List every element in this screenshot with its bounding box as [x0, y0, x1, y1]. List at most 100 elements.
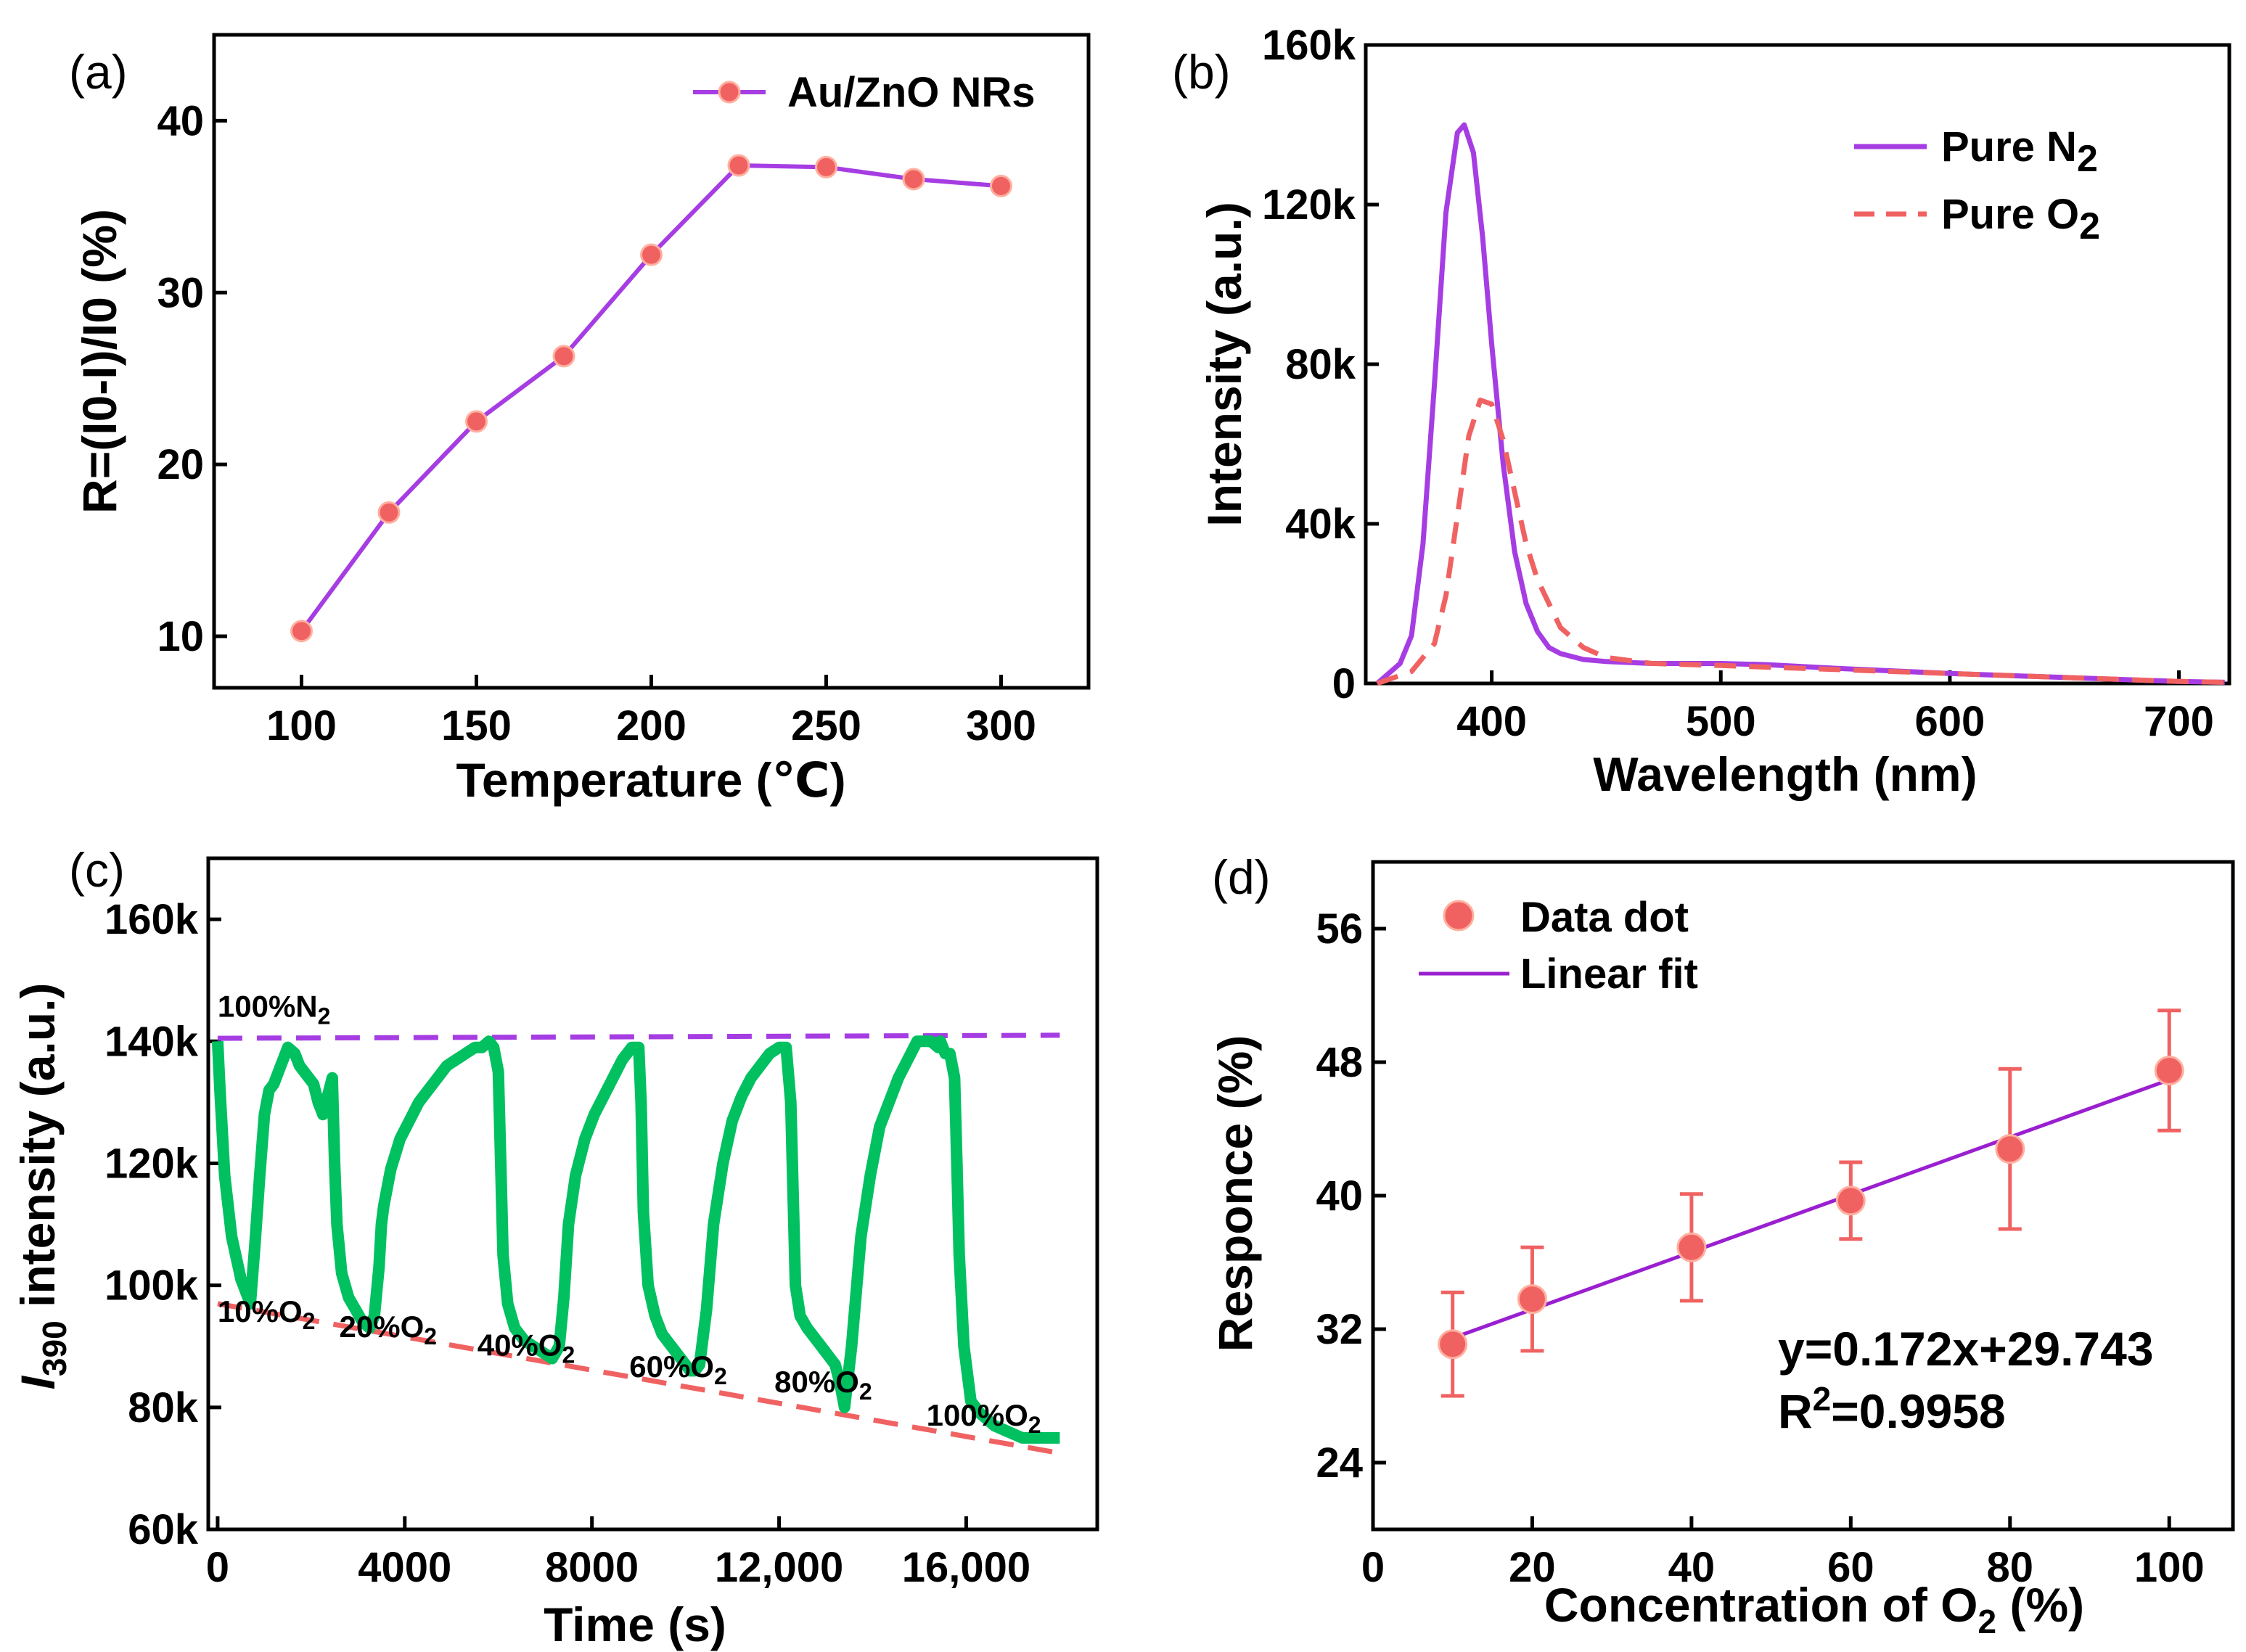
panel-b-ytick-label-4: 160k [1262, 22, 1356, 69]
annotation-2: 20%O2 [340, 1310, 438, 1349]
panel-d-ytick-label-1: 32 [1316, 1306, 1363, 1353]
annotation-3: 40%O2 [478, 1328, 575, 1368]
panel-c-ytick-label-5: 160k [104, 896, 199, 943]
panel-c-ytick-label-4: 140k [104, 1018, 199, 1065]
legend-label-pure-o2: Pure O2 [1941, 191, 2100, 247]
panel-b-legend: Pure N2 Pure O2 [1854, 123, 2100, 247]
panel-a-label: (a) [69, 45, 128, 99]
minima-trend-line [217, 1301, 1061, 1456]
linear-fit-line [1451, 1077, 2171, 1340]
panel-a-ytick-label-3: 40 [157, 97, 204, 144]
panel-d-ytick-label-3: 48 [1316, 1039, 1363, 1086]
legend-marker-au-zno [718, 81, 741, 104]
panel-c-ytick-label-1: 80k [128, 1384, 199, 1431]
data-dot-4 [1995, 1134, 2025, 1164]
series-line-i390 [211, 1035, 1060, 1444]
panel-d-legend: Data dot Linear fit [1419, 894, 1698, 998]
n2-reference-line [217, 1032, 1060, 1041]
data-dot-5 [2154, 1056, 2184, 1085]
panel-c-xtick-label-3: 12,000 [715, 1544, 843, 1591]
panel-a-xtick-label-2: 200 [616, 702, 686, 749]
panel-d-ytick-label-4: 56 [1316, 905, 1363, 953]
panel-d-label: (d) [1212, 850, 1271, 904]
data-dot-2 [1676, 1232, 1707, 1262]
panel-a: (a) 100 150 200 250 300 10 20 30 40 Au/ZnO NRs T… [69, 33, 1091, 807]
panel-c-xtick-label-1: 4000 [358, 1544, 451, 1591]
panel-a-ytick-label-2: 30 [157, 269, 204, 316]
panel-a-ytick-label-0: 10 [157, 613, 204, 660]
legend-label-au-zno: Au/ZnO NRs [787, 69, 1036, 116]
data-point-6 [815, 155, 837, 178]
fit-equation: y=0.172x+29.743 [1778, 1322, 2154, 1376]
panel-c-xtick-label-0: 0 [206, 1544, 229, 1591]
data-point-5 [727, 154, 750, 177]
panel-c-xlabel: Time (s) [544, 1598, 726, 1651]
legend-label-pure-n2: Pure N2 [1941, 123, 2098, 180]
panel-b-xlabel: Wavelength (nm) [1593, 747, 1977, 801]
legend-label-linear-fit: Linear fit [1520, 950, 1698, 998]
panel-b-label: (b) [1172, 45, 1231, 99]
panel-a-xtick-label-4: 300 [966, 702, 1036, 749]
data-point-2 [465, 410, 488, 433]
panel-c-frame [206, 856, 1099, 1532]
panel-d-ytick-label-0: 24 [1316, 1439, 1363, 1487]
panel-c-xtick-label-4: 16,000 [902, 1544, 1030, 1591]
panel-a-ytick-label-1: 20 [157, 441, 204, 488]
fit-r-squared: R2=0.9958 [1778, 1380, 2006, 1438]
panel-d-xtick-label-4: 80 [1987, 1544, 2034, 1591]
panel-c-ytick-label-0: 60k [128, 1506, 199, 1553]
panel-a-xtick-label-0: 100 [266, 702, 337, 749]
data-dot-3 [1835, 1185, 1866, 1216]
annotation-0: 100%N2 [218, 990, 331, 1030]
data-dot-0 [1438, 1329, 1468, 1360]
panel-a-frame [212, 33, 1091, 690]
panel-a-ylabel: R=(I0-I)/I0 (%) [73, 209, 126, 514]
panel-d: (d) 0 20 40 60 80 100 24 32 40 48 56 Data dot Line… [1208, 850, 2235, 1640]
panel-b-xtick-label-2: 600 [1915, 698, 1985, 745]
data-point-0 [290, 620, 313, 643]
series-line-pure-n2 [1375, 122, 2225, 686]
panel-a-legend: Au/ZnO NRs [693, 69, 1036, 116]
panel-b-ytick-label-0: 0 [1332, 660, 1356, 707]
panel-d-ytick-label-2: 40 [1316, 1172, 1363, 1220]
panel-a-xtick-label-1: 150 [441, 702, 512, 749]
panel-b-xtick-label-0: 400 [1456, 698, 1527, 745]
panel-c-xtick-label-2: 8000 [545, 1544, 639, 1591]
data-point-3 [552, 345, 575, 368]
panel-c-ylabel: I390 intensity (a.u.) [11, 983, 73, 1390]
panel-c: (c) 0 4000 8000 12,000 16,000 60k 80k 100k 120k 1… [11, 843, 1099, 1651]
panel-b-xtick-label-1: 500 [1686, 698, 1756, 745]
panel-d-xtick-label-3: 60 [1827, 1544, 1874, 1591]
panel-b-ytick-label-1: 40k [1285, 501, 1356, 548]
data-point-1 [377, 501, 401, 524]
panel-d-xtick-label-0: 0 [1361, 1544, 1385, 1591]
panel-d-xtick-label-2: 40 [1668, 1544, 1716, 1591]
panel-b-ylabel: Intensity (a.u.) [1197, 202, 1251, 526]
panel-d-ylabel: Responce (%) [1208, 1035, 1262, 1352]
data-point-4 [640, 243, 663, 266]
data-dot-1 [1517, 1284, 1547, 1315]
annotation-1: 10%O2 [218, 1294, 316, 1334]
panel-c-label: (c) [69, 843, 125, 897]
annotation-6: 100%O2 [927, 1398, 1041, 1438]
panel-d-xlabel: Concentration of O2 (%) [1544, 1578, 2084, 1640]
legend-marker-data-dot [1443, 900, 1475, 932]
panel-c-ytick-label-2: 100k [104, 1262, 199, 1310]
panel-c-ytick-label-3: 120k [104, 1140, 199, 1187]
annotation-5: 80%O2 [774, 1365, 872, 1405]
panel-a-xtick-label-3: 250 [791, 702, 861, 749]
panel-b: (b) 400 500 600 700 0 40k 80k 120k 160k Pure N2 … [1172, 22, 2231, 801]
panel-a-xlabel: Temperature (℃) [456, 753, 845, 807]
series-line-pure-o2 [1376, 398, 2225, 686]
panel-b-ytick-label-2: 80k [1285, 341, 1356, 388]
annotation-4: 60%O2 [629, 1349, 727, 1389]
series-line-au-zno [300, 163, 1001, 633]
panel-d-xtick-label-5: 100 [2134, 1544, 2205, 1591]
panel-b-ytick-label-3: 120k [1262, 181, 1356, 229]
panel-d-xtick-label-1: 20 [1509, 1544, 1556, 1591]
data-point-8 [990, 174, 1012, 197]
legend-label-data-dot: Data dot [1520, 894, 1689, 941]
data-point-7 [902, 168, 925, 191]
panel-b-xtick-label-3: 700 [2144, 698, 2214, 745]
